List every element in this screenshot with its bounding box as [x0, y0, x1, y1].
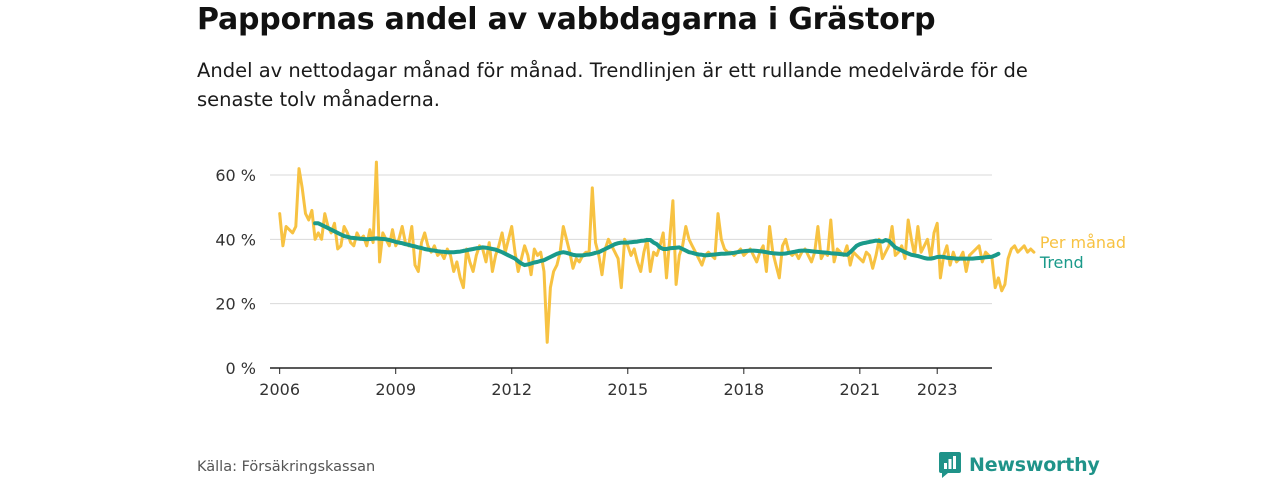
x-tick-label: 2015	[607, 380, 648, 399]
series-lines	[278, 160, 1036, 344]
source-note: Källa: Försäkringskassan	[197, 459, 376, 475]
y-tick-label: 20 %	[215, 295, 256, 314]
y-tick-label: 60 %	[215, 166, 256, 185]
x-tick-label: 2012	[491, 380, 532, 399]
x-tick-label: 2009	[375, 380, 416, 399]
trend-series-line	[313, 221, 1001, 268]
x-tick-label: 2018	[723, 380, 764, 399]
chart-title: Pappornas andel av vabbdagarna i Grästor…	[197, 2, 936, 37]
x-tick-label: 2023	[917, 380, 958, 399]
x-tick-label: 2021	[839, 380, 880, 399]
x-tick-label: 2006	[259, 380, 300, 399]
trend-series-label: Trend	[1039, 253, 1084, 272]
y-tick-label: 40 %	[215, 230, 256, 249]
newsworthy-logo-icon	[939, 452, 961, 478]
x-axis-ticks: 2006 2009 2012 2015 2018 2021 2023	[259, 368, 958, 399]
brand-name: Newsworthy	[969, 454, 1100, 476]
monthly-series-label: Per månad	[1040, 233, 1126, 252]
newsworthy-logo[interactable]: Newsworthy	[938, 450, 1100, 480]
y-tick-label: 0 %	[226, 359, 256, 378]
y-axis-tick-labels: 0 % 20 % 40 % 60 %	[215, 166, 256, 378]
chart-subtitle: Andel av nettodagar månad för månad. Tre…	[197, 59, 1028, 111]
monthly-series-line	[278, 160, 1036, 344]
